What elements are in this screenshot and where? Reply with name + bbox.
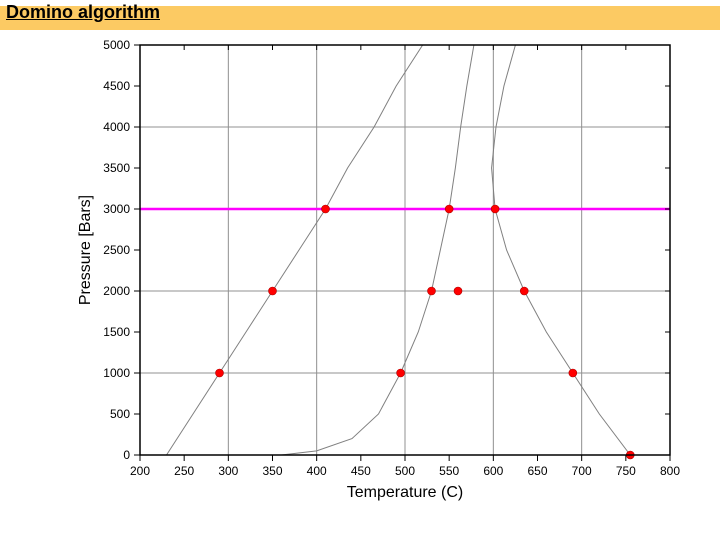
data-point — [428, 287, 436, 295]
x-tick-label: 250 — [174, 464, 194, 478]
y-tick-label: 3000 — [103, 202, 130, 216]
slide-page: Domino algorithm 200 250 300 350 400 450 500 55… — [0, 0, 720, 540]
x-tick-label: 650 — [527, 464, 547, 478]
x-tick-label: 750 — [616, 464, 636, 478]
x-tick-label: 350 — [262, 464, 282, 478]
x-tick-label: 600 — [483, 464, 503, 478]
data-point — [445, 205, 453, 213]
page-title: Domino algorithm — [6, 2, 160, 23]
x-axis-label: Temperature (C) — [347, 484, 463, 501]
y-tick-label: 1500 — [103, 325, 130, 339]
x-tick-label: 550 — [439, 464, 459, 478]
y-axis-label: Pressure [Bars] — [77, 195, 94, 305]
data-point — [569, 369, 577, 377]
x-tick-label: 450 — [351, 464, 371, 478]
y-tick-label: 5000 — [103, 38, 130, 52]
y-tick-label: 3500 — [103, 161, 130, 175]
y-tick-label: 2500 — [103, 243, 130, 257]
data-point — [269, 287, 277, 295]
data-point — [322, 205, 330, 213]
y-tick-label: 500 — [110, 407, 130, 421]
phase-diagram-chart: 200 250 300 350 400 450 500 550 600 650 700 750 800 0… — [0, 0, 720, 540]
x-tick-label: 700 — [572, 464, 592, 478]
y-tick-label: 2000 — [103, 284, 130, 298]
y-tick-label: 0 — [123, 448, 130, 462]
x-tick-label: 800 — [660, 464, 680, 478]
data-point — [491, 205, 499, 213]
x-tick-label: 400 — [307, 464, 327, 478]
data-point — [397, 369, 405, 377]
y-tick-label: 1000 — [103, 366, 130, 380]
y-tick-label: 4000 — [103, 120, 130, 134]
data-point — [216, 369, 224, 377]
data-point — [454, 287, 462, 295]
data-point — [520, 287, 528, 295]
x-tick-label: 300 — [218, 464, 238, 478]
x-tick-label: 200 — [130, 464, 150, 478]
y-tick-label: 4500 — [103, 79, 130, 93]
x-tick-label: 500 — [395, 464, 415, 478]
